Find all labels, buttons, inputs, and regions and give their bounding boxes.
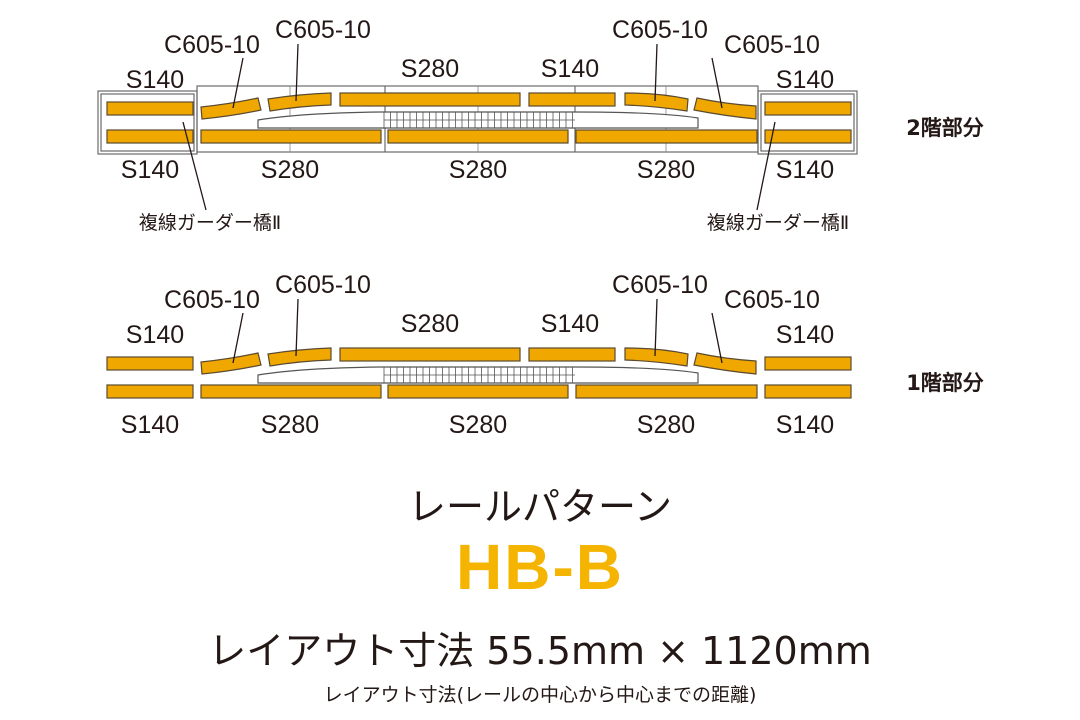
track-label: C605-10 bbox=[275, 16, 371, 44]
floor-label: 2階部分 bbox=[906, 116, 984, 140]
track-label: S280 bbox=[401, 310, 459, 338]
leader-line bbox=[654, 298, 658, 357]
bridge-frame bbox=[97, 90, 198, 155]
track-c605-10 bbox=[200, 352, 262, 375]
track-label: C605-10 bbox=[612, 271, 708, 299]
track-label: S280 bbox=[637, 411, 695, 439]
track-label: S140 bbox=[776, 411, 834, 439]
track-c605-10 bbox=[267, 347, 332, 367]
track-label: S140 bbox=[776, 321, 834, 349]
track-s140 bbox=[106, 101, 194, 116]
leader-line bbox=[182, 121, 207, 211]
bridge-frame bbox=[757, 90, 858, 155]
track-label: C605-10 bbox=[275, 271, 371, 299]
track-label: S280 bbox=[449, 411, 507, 439]
bridge-label: 複線ガーダー橋Ⅱ bbox=[139, 212, 281, 234]
track-s280 bbox=[575, 129, 758, 144]
pattern-code: HB-B bbox=[456, 531, 624, 603]
leader-line bbox=[295, 298, 299, 357]
track-label: S140 bbox=[541, 310, 599, 338]
track-c605-10 bbox=[624, 347, 689, 367]
track-s280 bbox=[200, 129, 382, 144]
floor-label: 1階部分 bbox=[906, 371, 984, 395]
track-s280 bbox=[387, 129, 569, 144]
track-s280 bbox=[339, 347, 521, 362]
track-label: C605-10 bbox=[164, 286, 260, 314]
track-c605-10 bbox=[267, 92, 332, 112]
track-s140 bbox=[106, 356, 194, 371]
track-label: S140 bbox=[121, 156, 179, 184]
track-layout: S140 C605-10 C605-10 S280 S140 C605-10 C605-10… bbox=[97, 16, 984, 439]
leader-line bbox=[711, 312, 723, 364]
track-label: S280 bbox=[261, 156, 319, 184]
track-label: S280 bbox=[449, 156, 507, 184]
track-label: S140 bbox=[126, 321, 184, 349]
leader-line bbox=[232, 312, 244, 364]
leader-line bbox=[711, 57, 723, 109]
track-label: S280 bbox=[637, 156, 695, 184]
track-s140 bbox=[764, 101, 852, 116]
track-s140 bbox=[764, 384, 852, 399]
track-s280 bbox=[387, 384, 569, 399]
track-s140 bbox=[764, 356, 852, 371]
track-label: S140 bbox=[776, 156, 834, 184]
track-label: S140 bbox=[776, 66, 834, 94]
leader-line bbox=[654, 43, 658, 102]
track-s140 bbox=[106, 129, 194, 144]
bridge-frame bbox=[760, 93, 855, 152]
track-label: C605-10 bbox=[724, 286, 820, 314]
track-s140 bbox=[106, 384, 194, 399]
track-label: S140 bbox=[541, 55, 599, 83]
track-s140 bbox=[528, 347, 616, 362]
track-s280 bbox=[339, 92, 521, 107]
leader-line bbox=[756, 121, 776, 211]
layout-dimensions: レイアウト寸法 55.5mm × 1120mm bbox=[208, 629, 872, 673]
bridge-label: 複線ガーダー橋Ⅱ bbox=[707, 212, 849, 234]
pattern-title: レールパターン bbox=[407, 485, 673, 529]
track-s280 bbox=[200, 384, 382, 399]
bridge-frame bbox=[100, 93, 195, 152]
track-c605-10 bbox=[693, 97, 757, 120]
track-label: S140 bbox=[121, 411, 179, 439]
track-label: C605-10 bbox=[164, 31, 260, 59]
dimension-note: レイアウト寸法(レールの中心から中心までの距離) bbox=[323, 684, 757, 706]
track-label: S280 bbox=[401, 55, 459, 83]
track-label: C605-10 bbox=[724, 31, 820, 59]
track-s140 bbox=[764, 129, 852, 144]
track-c605-10 bbox=[693, 352, 757, 375]
leader-line bbox=[295, 43, 299, 102]
track-c605-10 bbox=[200, 97, 262, 120]
track-c605-10 bbox=[624, 92, 689, 112]
track-s140 bbox=[528, 92, 616, 107]
track-label: S140 bbox=[126, 66, 184, 94]
viaduct-frame bbox=[196, 85, 759, 153]
track-label: S280 bbox=[261, 411, 319, 439]
leader-line bbox=[232, 57, 244, 109]
track-s280 bbox=[575, 384, 758, 399]
track-label: C605-10 bbox=[612, 16, 708, 44]
